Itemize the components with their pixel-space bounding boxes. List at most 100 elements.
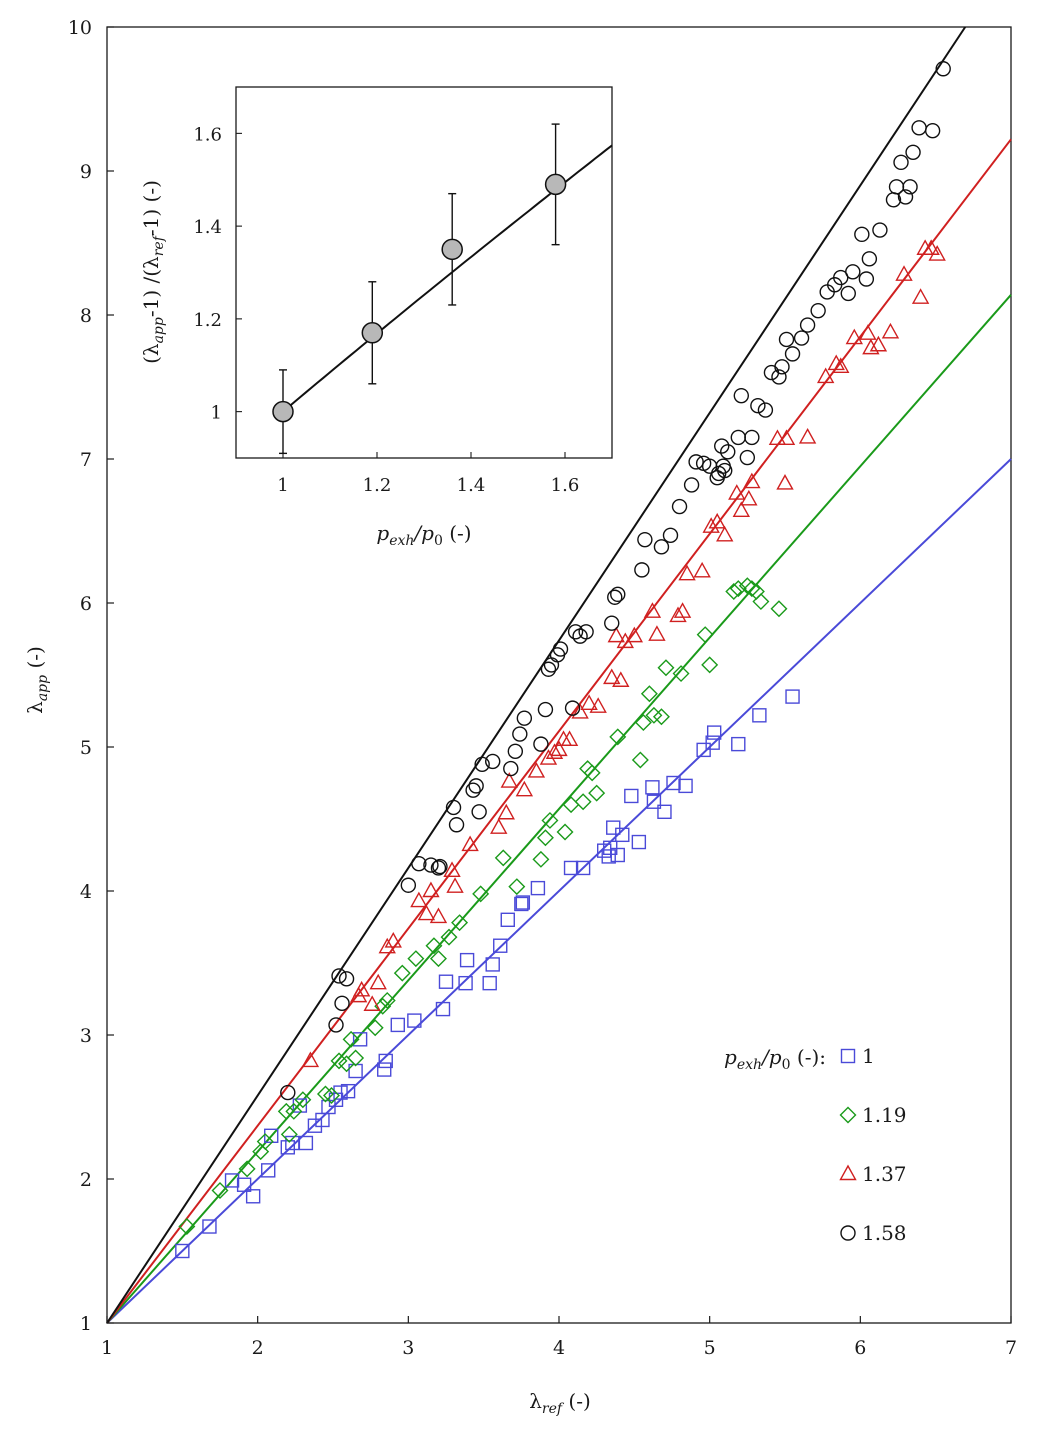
data-point bbox=[657, 804, 672, 819]
series-1-58 bbox=[280, 61, 951, 1101]
data-point bbox=[897, 189, 914, 205]
inset-chart: 1 1.2 1.4 1.6 1 1.2 1.4 1.6 pexh/p0 (-) (λapp-1… bbox=[139, 86, 613, 549]
data-point bbox=[859, 324, 877, 340]
data-point bbox=[261, 1163, 276, 1178]
series-1 bbox=[175, 689, 800, 1259]
data-point bbox=[390, 1017, 405, 1033]
inset-axis-ticks: 1 1.2 1.4 1.6 1 1.2 1.4 1.6 bbox=[193, 124, 579, 496]
data-point bbox=[490, 818, 508, 834]
data-point bbox=[374, 997, 392, 1015]
data-point bbox=[515, 895, 531, 910]
data-point bbox=[583, 764, 601, 782]
y-tick-label: 7 bbox=[80, 449, 92, 471]
data-point bbox=[771, 369, 787, 385]
data-point bbox=[778, 331, 795, 348]
data-point bbox=[348, 1063, 363, 1079]
x-tick-label: 5 bbox=[704, 1337, 716, 1359]
data-point bbox=[465, 782, 481, 798]
legend-label-1: 1 bbox=[862, 1044, 875, 1068]
data-point bbox=[905, 144, 921, 160]
legend-label-1-58: 1.58 bbox=[862, 1221, 907, 1245]
data-point bbox=[541, 811, 559, 829]
data-point bbox=[673, 602, 692, 618]
data-point bbox=[672, 665, 690, 683]
data-point bbox=[701, 656, 719, 674]
data-point bbox=[601, 849, 616, 864]
data-point bbox=[615, 827, 630, 843]
data-point bbox=[702, 517, 720, 533]
data-point bbox=[606, 820, 621, 835]
data-point bbox=[443, 861, 461, 878]
data-point bbox=[631, 751, 649, 769]
data-points bbox=[175, 61, 951, 1259]
data-point bbox=[448, 817, 465, 833]
data-point bbox=[533, 736, 549, 752]
data-point bbox=[507, 743, 524, 760]
data-point bbox=[471, 804, 487, 820]
data-point bbox=[331, 968, 347, 984]
inset-y-tick-label: 1.4 bbox=[193, 217, 222, 238]
data-point bbox=[729, 580, 747, 598]
data-point bbox=[902, 179, 918, 195]
data-point bbox=[423, 857, 439, 873]
data-point bbox=[827, 354, 845, 371]
data-point bbox=[793, 330, 810, 346]
data-point bbox=[298, 1135, 314, 1151]
legend-marker-1-19 bbox=[839, 1106, 857, 1124]
legend-title: pexh/p0 (-): bbox=[724, 1045, 826, 1073]
data-point bbox=[485, 753, 501, 770]
data-point bbox=[862, 338, 880, 355]
data-point bbox=[740, 489, 758, 506]
data-point bbox=[474, 756, 490, 772]
fit-line-1-58 bbox=[106, 26, 967, 1324]
data-point bbox=[407, 1013, 422, 1028]
data-point bbox=[378, 991, 396, 1009]
data-point bbox=[574, 793, 592, 811]
data-point bbox=[323, 1086, 340, 1104]
data-point bbox=[589, 697, 607, 713]
data-point bbox=[422, 881, 440, 898]
data-point bbox=[500, 772, 518, 788]
y-tick-label: 1 bbox=[80, 1313, 92, 1335]
data-point bbox=[738, 577, 756, 595]
data-point bbox=[603, 840, 618, 855]
data-point bbox=[340, 1083, 356, 1099]
y-tick-label: 2 bbox=[80, 1169, 92, 1191]
data-point bbox=[430, 860, 447, 876]
data-point bbox=[363, 995, 381, 1011]
y-tick-label: 9 bbox=[80, 161, 92, 183]
data-point bbox=[683, 477, 700, 493]
data-point bbox=[872, 222, 888, 238]
data-point bbox=[657, 659, 675, 677]
data-point bbox=[202, 1219, 217, 1234]
data-point bbox=[236, 1177, 252, 1192]
data-point bbox=[578, 624, 594, 640]
data-point bbox=[417, 904, 436, 921]
data-point bbox=[328, 1017, 344, 1033]
data-point bbox=[693, 561, 711, 578]
inset-y-axis-title: (λapp-1) /(λref-1) (-) bbox=[139, 180, 167, 364]
y-tick-label: 10 bbox=[68, 17, 92, 39]
data-point bbox=[252, 1143, 270, 1161]
data-point bbox=[603, 668, 621, 685]
data-point bbox=[666, 775, 681, 791]
data-point bbox=[895, 265, 913, 281]
inset-data bbox=[272, 123, 613, 455]
data-point bbox=[552, 641, 569, 657]
data-point bbox=[881, 322, 900, 339]
x-tick-label: 4 bbox=[553, 1337, 565, 1359]
data-point bbox=[280, 1140, 295, 1155]
data-point bbox=[911, 288, 930, 304]
data-point bbox=[516, 710, 533, 726]
data-point bbox=[459, 952, 475, 968]
data-point bbox=[384, 931, 402, 948]
data-point bbox=[774, 359, 790, 375]
data-point bbox=[652, 708, 670, 726]
inset-data-point bbox=[361, 322, 384, 344]
data-point bbox=[461, 835, 479, 852]
inset-data-point bbox=[544, 173, 567, 196]
data-point bbox=[832, 357, 850, 374]
data-point bbox=[637, 531, 653, 548]
data-point bbox=[446, 877, 464, 893]
